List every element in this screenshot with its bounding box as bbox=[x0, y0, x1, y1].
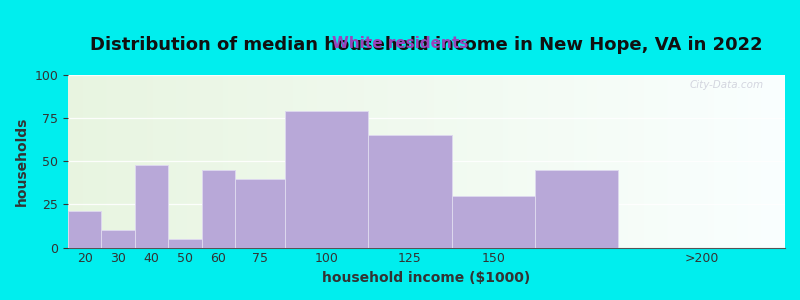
Y-axis label: households: households bbox=[15, 117, 29, 206]
Text: City-Data.com: City-Data.com bbox=[690, 80, 763, 90]
Bar bbox=[168, 239, 202, 248]
Bar bbox=[202, 170, 235, 248]
Bar bbox=[451, 196, 535, 248]
Bar bbox=[285, 111, 368, 248]
Text: White residents: White residents bbox=[332, 36, 468, 51]
X-axis label: household income ($1000): household income ($1000) bbox=[322, 271, 530, 285]
Title: Distribution of median household income in New Hope, VA in 2022: Distribution of median household income … bbox=[90, 36, 763, 54]
Bar bbox=[235, 178, 285, 248]
Bar bbox=[102, 230, 135, 248]
Bar bbox=[135, 165, 168, 248]
Bar bbox=[368, 135, 451, 248]
Bar bbox=[68, 211, 102, 248]
Bar bbox=[535, 170, 618, 248]
